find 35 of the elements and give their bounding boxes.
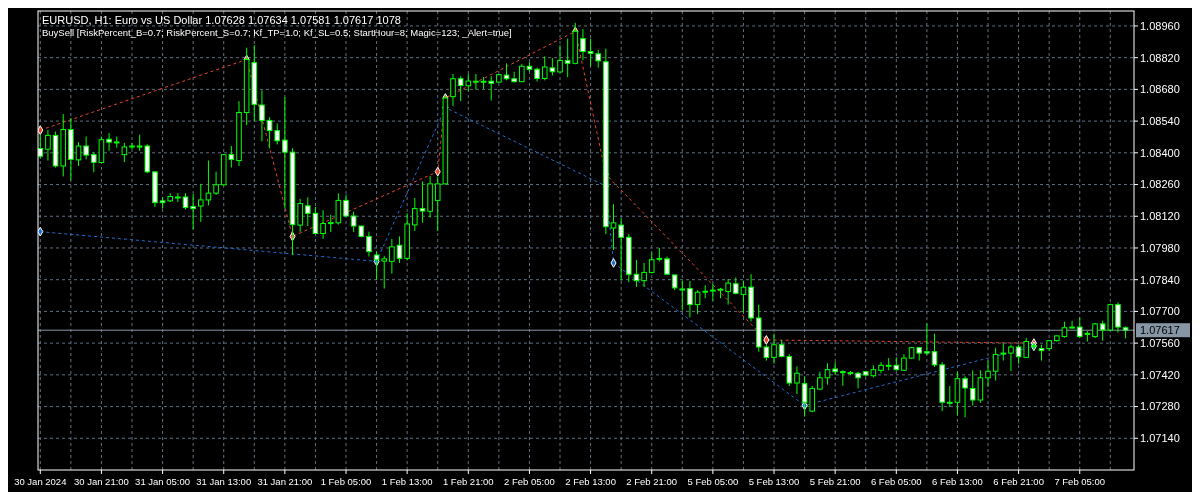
- x-tick-label: 6 Feb 05:00: [870, 476, 922, 487]
- x-tick-label: 31 Jan 05:00: [135, 476, 191, 487]
- x-tick-label: 2 Feb 05:00: [504, 476, 555, 487]
- x-tick-label: 5 Feb 05:00: [687, 476, 739, 487]
- x-tick-label: 31 Jan 21:00: [257, 476, 313, 487]
- y-tick-label: 1.07280: [1140, 400, 1180, 413]
- y-tick-label: 1.08120: [1140, 210, 1180, 223]
- y-tick-label: 1.07140: [1140, 432, 1180, 445]
- x-tick-label: 6 Feb 21:00: [993, 476, 1044, 487]
- y-tick-label: 1.07980: [1140, 241, 1180, 254]
- x-tick-label: 31 Jan 13:00: [196, 476, 252, 487]
- x-tick-label: 1 Feb 05:00: [320, 476, 372, 487]
- x-tick-label: 5 Feb 13:00: [748, 476, 800, 487]
- x-tick-label: 7 Feb 05:00: [1054, 476, 1106, 487]
- text: BuySell [RiskPercent_B=0.7; RiskPercent_S=0.7; Kf_TP=1.0; Kf_SL=0.5; StartHour=8; Magic=123; _Alert=true]: [42, 27, 512, 38]
- y-tick-label: 1.08960: [1140, 19, 1180, 32]
- y-tick-label: 1.08540: [1140, 114, 1180, 127]
- y-tick-label: 1.08820: [1140, 51, 1180, 64]
- y-tick-label: 1.08260: [1140, 178, 1180, 191]
- chart-title: EURUSD, H1: Euro vs US Dollar 1.07628 1.07634 1.07581 1.07617 1078: [42, 14, 401, 26]
- y-tick-label: 1.07840: [1140, 273, 1180, 286]
- x-tick-label: 5 Feb 21:00: [809, 476, 861, 487]
- y-tick-label: 1.07700: [1140, 305, 1180, 318]
- x-tick-label: 6 Feb 13:00: [932, 476, 983, 487]
- ref-line-label: 1.07617: [1140, 324, 1180, 337]
- x-tick-label: 2 Feb 13:00: [565, 476, 616, 487]
- y-tick-label: 1.07560: [1140, 336, 1180, 349]
- x-tick-label: 1 Feb 21:00: [442, 476, 494, 487]
- y-tick-label: 1.07420: [1140, 368, 1180, 381]
- y-tick-label: 1.08680: [1140, 83, 1180, 96]
- x-tick-label: 2 Feb 21:00: [626, 476, 678, 487]
- x-tick-label: 30 Jan 21:00: [73, 476, 129, 487]
- x-tick-label: 30 Jan 2024: [14, 476, 67, 487]
- x-tick-label: 1 Feb 13:00: [381, 476, 433, 487]
- y-tick-label: 1.08400: [1140, 146, 1180, 159]
